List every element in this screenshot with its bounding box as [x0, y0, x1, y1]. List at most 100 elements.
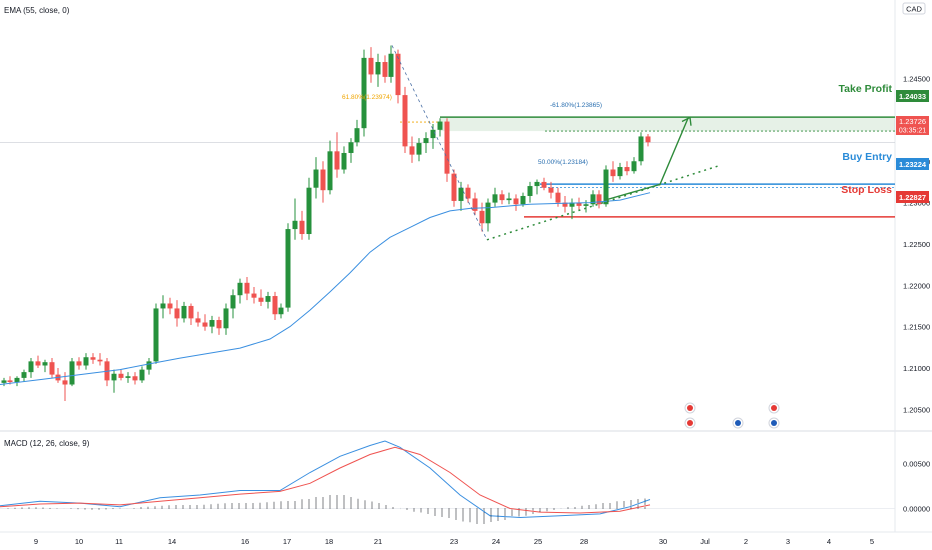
price-axis-tick-label: 1.22500 [903, 240, 930, 249]
candle-bearish [499, 194, 505, 201]
candle-bearish [216, 320, 222, 329]
candle-bullish [583, 204, 589, 206]
candle-bearish [35, 361, 41, 366]
candle-bullish [520, 195, 526, 205]
candle-bearish [541, 181, 547, 188]
price-axis-tick-label: 1.22000 [903, 281, 930, 290]
candle-bullish [437, 121, 443, 130]
time-axis-tick-label: 25 [534, 537, 542, 546]
candle-bullish [223, 308, 229, 329]
candle-bearish [382, 62, 388, 77]
currency-badge[interactable]: CAD [902, 2, 926, 15]
candle-bearish [409, 146, 415, 155]
candle-bullish [285, 229, 291, 308]
ema-line [0, 192, 651, 385]
candle-bearish [244, 282, 250, 294]
candle-bullish [160, 303, 166, 309]
candle-bullish [375, 62, 381, 75]
candle-bearish [174, 308, 180, 319]
candle-bullish [21, 372, 27, 378]
macd-line [0, 440, 651, 519]
price-axis-tick-label: 1.21000 [903, 364, 930, 373]
candle-bearish [188, 305, 194, 319]
time-axis-tick-label: 30 [659, 537, 667, 546]
candle-bullish [313, 169, 319, 188]
candle-bullish [341, 152, 347, 170]
time-axis-tick-label: 2 [744, 537, 748, 546]
candle-bearish [555, 192, 561, 203]
macd-signal-line [0, 446, 651, 514]
fib-retracement-line [391, 45, 488, 240]
candle-bullish [139, 369, 145, 381]
time-axis-tick-label: 28 [580, 537, 588, 546]
time-axis-tick-label: Jul [700, 537, 710, 546]
time-axis-tick-label: 18 [325, 537, 333, 546]
svg-text:1.24033: 1.24033 [899, 92, 926, 101]
candle-bullish [638, 136, 644, 162]
candle-bearish [444, 121, 450, 174]
svg-text:1.23224: 1.23224 [899, 160, 927, 169]
time-axis-tick-label: 23 [450, 537, 458, 546]
candle-bearish [402, 95, 408, 147]
buy-entry-price-tag: 1.23224 [896, 158, 929, 170]
candle-bullish [506, 198, 512, 201]
candle-bearish [258, 297, 264, 302]
time-axis-tick-label: 16 [241, 537, 249, 546]
projection-arrow-head [681, 116, 692, 126]
projection-arrow [604, 117, 689, 201]
candle-bullish [327, 151, 333, 191]
fib-61-8-label: 61.80%(1.23974) [342, 94, 392, 101]
candle-bullish [423, 138, 429, 144]
candle-bearish [368, 57, 374, 75]
price-axis-tick-label: 1.23000 [903, 199, 930, 208]
time-axis-tick-label: 5 [870, 537, 874, 546]
candle-bearish [62, 380, 68, 385]
price-axis-tick-label: 1.20500 [903, 405, 930, 414]
candle-bullish [430, 129, 436, 139]
fib-50-label: 50.00%(1.23184) [538, 159, 588, 166]
candle-bearish [132, 376, 138, 381]
candle-bullish [28, 361, 34, 373]
candle-bullish [569, 202, 575, 207]
candle-bullish [485, 202, 491, 224]
candle-bearish [167, 303, 173, 309]
candle-bullish [617, 167, 623, 177]
time-axis-tick-label: 11 [115, 537, 123, 546]
candle-bullish [527, 186, 533, 196]
candle-bullish [14, 377, 20, 383]
currency-label: CAD [906, 5, 922, 14]
candle-bullish [278, 307, 284, 315]
price-axis-tick-label: 1.21500 [903, 323, 930, 332]
candle-bullish [111, 373, 117, 381]
candle-bullish [181, 305, 187, 319]
take-profit-label: Take Profit [839, 83, 893, 95]
time-axis-tick-label: 9 [34, 537, 38, 546]
candle-bearish [610, 169, 616, 177]
macd-axis-tick-label: 0.00000 [903, 505, 930, 514]
time-axis-tick-label: 21 [374, 537, 382, 546]
candle-bullish [69, 361, 75, 385]
candle-bullish [237, 282, 243, 296]
candle-bearish [624, 167, 630, 172]
price-axis-tick-label: 1.24500 [903, 75, 930, 84]
current-price-tag: 1.23726 03:35:21 [896, 116, 929, 135]
candle-bearish [548, 187, 554, 193]
candle-bullish [534, 181, 540, 187]
candle-bearish [645, 136, 651, 143]
candle-bullish [348, 142, 354, 153]
candle-bearish [202, 322, 208, 327]
candle-bearish [465, 187, 471, 199]
candle-bearish [251, 293, 257, 298]
candle-bearish [49, 362, 55, 375]
ema-indicator-label[interactable]: EMA (55, close, 0) [4, 6, 70, 15]
macd-indicator-label[interactable]: MACD (12, 26, close, 9) [4, 439, 90, 448]
candle-bearish [576, 202, 582, 206]
time-axis-tick-label: 17 [283, 537, 291, 546]
candle-bearish [76, 361, 82, 366]
candle-bearish [272, 296, 278, 315]
candle-bullish [265, 296, 271, 302]
candle-bullish [354, 128, 360, 143]
economic-event-icons[interactable] [684, 402, 780, 429]
candle-bearish [479, 210, 485, 224]
